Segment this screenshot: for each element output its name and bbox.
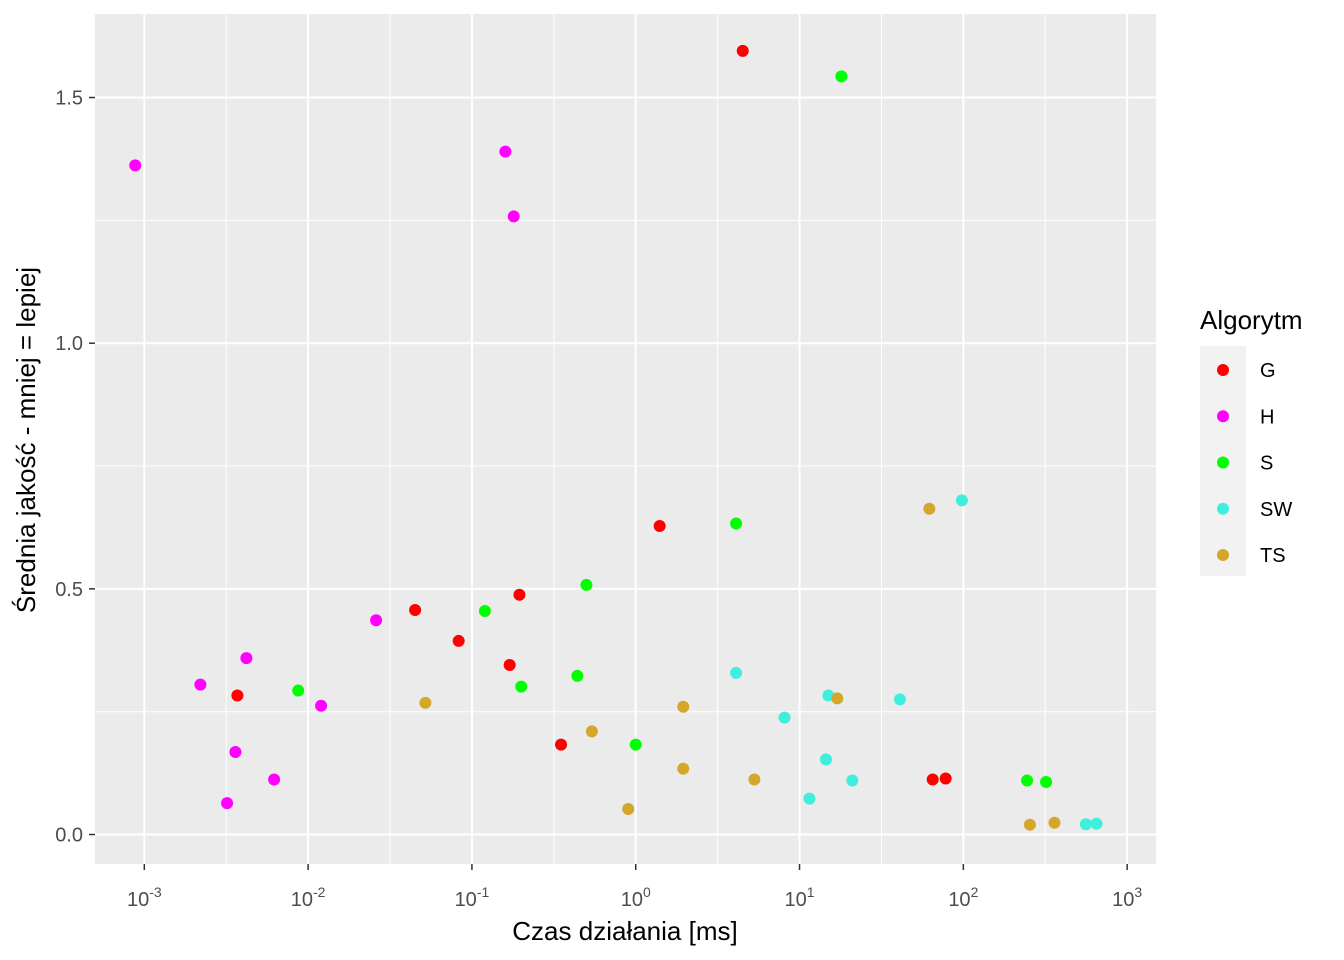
data-point-g [555,738,568,751]
data-point-sw [1090,817,1103,830]
data-point-h [507,210,520,223]
data-point-ts [585,725,598,738]
legend-items: G H S SW TS [1217,360,1292,567]
data-point-sw [955,494,968,507]
x-tick-label-exponent: 0 [643,884,651,900]
data-point-g [653,519,666,532]
x-tick-label: 103 [1112,884,1142,911]
data-point-sw [846,774,859,787]
legend-label-sw: SW [1260,499,1292,521]
data-point-h [221,797,234,810]
data-point-g [452,634,465,647]
legend-label-h: H [1260,406,1274,428]
data-point-ts [748,773,761,786]
data-point-h [129,159,142,172]
data-point-sw [1079,818,1092,831]
data-point-s [580,578,593,591]
data-point-h [240,652,253,665]
data-point-ts [1023,818,1036,831]
data-point-s [1021,774,1034,787]
x-tick-label-base: 10 [785,889,807,911]
x-tick-label-base: 10 [948,889,970,911]
y-tick-label: 0.5 [55,579,83,601]
data-point-s [515,680,528,693]
legend-title: Algorytm [1200,305,1303,335]
axis-ticks [89,96,1128,870]
legend-key-h [1217,410,1229,423]
data-point-g [409,603,422,616]
x-tick-label-exponent: -1 [477,884,490,900]
x-tick-label-exponent: 2 [971,884,979,900]
data-point-g [939,772,952,785]
data-point-h [229,745,242,758]
x-tick-label-exponent: -2 [313,884,326,900]
legend-key-g [1217,364,1229,376]
data-point-g [926,773,939,786]
legend-label-s: S [1260,453,1273,475]
data-point-sw [778,711,791,724]
data-point-ts [677,762,690,775]
y-tick-labels: 0.0 0.5 1.0 1.5 [55,88,83,847]
data-point-ts [923,502,936,515]
data-point-s [835,70,848,83]
x-tick-label: 10-2 [291,884,326,911]
legend-label-g: G [1260,360,1276,382]
data-point-sw [730,666,743,679]
x-tick-label: 102 [948,884,978,911]
x-axis-title: Czas działania [ms] [512,916,737,946]
plot-panel [95,14,1156,864]
data-point-h [499,145,512,158]
data-point-ts [419,696,432,709]
y-tick-label: 1.0 [55,333,83,355]
data-point-g [513,588,526,601]
data-point-sw [803,792,816,805]
x-tick-label: 10-1 [455,884,490,911]
data-point-g [503,659,516,672]
data-point-ts [677,700,690,713]
x-tick-label-base: 10 [455,889,477,911]
y-axis-title: Średnia jakość - mniej = lepiej [11,267,41,613]
data-point-s [292,684,305,697]
x-tick-label-exponent: 3 [1134,884,1142,900]
data-point-h [268,773,281,786]
legend-key-ts [1217,549,1229,561]
data-point-ts [1048,816,1061,829]
x-tick-labels: 10-3 10-2 10-1 100 101 102 103 [127,884,1142,911]
legend-key-sw [1217,502,1229,515]
data-point-g [736,44,749,57]
data-point-h [370,614,383,627]
data-point-sw [893,693,906,706]
legend-key-s [1217,456,1229,469]
x-tick-label-base: 10 [621,889,643,911]
y-tick-label: 0.0 [55,825,83,847]
legend-label-ts: TS [1260,545,1286,567]
x-tick-label: 10-3 [127,884,162,911]
x-tick-label-base: 10 [291,889,313,911]
data-point-s [629,738,642,751]
data-point-sw [819,753,832,766]
data-point-h [315,699,328,712]
x-tick-label-exponent: -3 [149,884,162,900]
data-point-s [730,517,743,530]
x-tick-label: 100 [621,884,651,911]
data-point-h [194,678,207,691]
legend: Algorytm G H S SW TS [1200,305,1303,576]
data-point-s [478,604,491,617]
x-tick-label-base: 10 [127,889,149,911]
data-point-s [1040,775,1053,788]
grid-major [95,14,1156,864]
x-tick-label-exponent: 1 [807,884,815,900]
x-tick-label-base: 10 [1112,889,1134,911]
data-point-ts [831,692,844,705]
grid-minor [95,14,1156,864]
data-points [129,44,1103,831]
data-point-g [231,689,244,702]
data-point-s [571,669,584,682]
y-tick-label: 1.5 [55,88,83,110]
data-point-ts [622,802,635,815]
x-tick-label: 101 [785,884,815,911]
